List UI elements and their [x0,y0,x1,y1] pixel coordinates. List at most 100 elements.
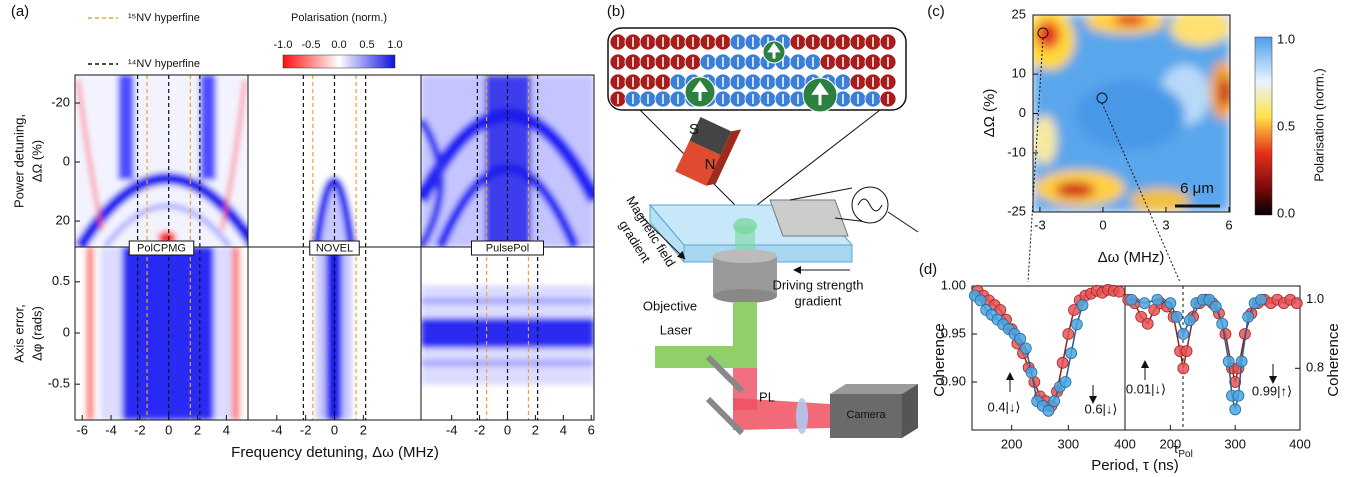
setup-diagram-part [747,109,881,213]
setup-diagram-part [705,354,745,394]
x-tick-label: -4 [105,422,117,437]
y-tick-label: 0.8 [1306,360,1324,375]
legend-label: ¹⁵NV hyperfine [128,12,200,24]
colorbar-title: Polarisation (norm.) [1311,68,1326,181]
data-point [1042,404,1055,417]
panel-label: (a) [11,3,29,20]
polarisation-map [1006,15,1277,430]
data-point [1216,317,1229,330]
setup-diagram-part [655,346,745,368]
magnet-pole: S [689,121,699,138]
polarisation-map-part [1254,36,1273,216]
data-point [1025,366,1038,379]
y-tick-label: 0.90 [941,373,966,388]
setup-diagram-part [609,33,897,113]
x-tick-label: -4 [271,422,283,437]
x-tick-label: 2 [194,422,201,437]
data-point [1062,328,1075,340]
y-tick-label: 0 [1019,105,1026,120]
data-point [1164,297,1177,310]
x-tick-label: 0 [1099,217,1106,232]
y-axis-label: Power detuning, [11,114,26,208]
panel-label: (d) [919,261,937,278]
heatmap-a-part-part-part [103,203,232,247]
data-point [974,294,987,307]
x-tick-label: 300 [1224,436,1246,451]
legend-label: ¹⁴NV hyperfine [128,58,200,70]
setup-diagram-part [675,117,742,186]
data-point [1177,328,1190,340]
data-point [1151,293,1164,306]
setup-diagram-part [830,394,902,438]
x-tick-label: -4 [446,422,458,437]
x-tick-label: 2 [360,422,367,437]
data-point [1056,356,1069,369]
y-axis-label: ΔΩ (%) [981,89,998,138]
x-tick-label: 200 [1160,436,1182,451]
x-tick-label: 400 [1114,436,1136,451]
y-tick-label: -25 [1007,203,1026,218]
y-axis-label: Δφ (rads) [29,306,44,361]
data-point [1138,297,1151,310]
y-tick-label: 0 [63,153,70,168]
x-tick-label: -2 [474,422,486,437]
heatmap-a-part-part-part [118,75,134,180]
data-point [1141,317,1154,330]
heatmap-a-part-part-part [76,79,104,231]
data-point [1183,314,1196,327]
heatmap-a-part-part-part [220,79,247,231]
polarisation-map-part-part [1033,15,1230,212]
data-point [1290,297,1303,310]
diagram-label: Objective [643,298,697,313]
scale-bar-label: 6 μm [1180,180,1214,197]
nv-arrow [811,82,829,106]
annotation: 0.4|↓⟩ [987,399,1020,414]
x-tick-label: 200 [1001,436,1023,451]
setup-diagram-part-part [675,140,721,186]
setup-diagram-part [733,398,830,430]
colorbar-tick: 0.5 [359,39,374,51]
setup-diagram-part [705,396,745,436]
heatmap-a-part-part-part [75,172,248,247]
setup-diagram-part [713,289,777,303]
panel-label: (b) [607,3,625,20]
annotation-symbol: τ [1173,441,1179,456]
y-tick-label: 10 [1012,66,1026,81]
data-point [1242,310,1255,323]
annotation: 0.6|↓⟩ [1084,401,1117,416]
x-tick-label: 6 [588,422,595,437]
polarisation-map-part-part-part [1219,78,1230,106]
y-tick-label: 1.0 [1306,291,1324,306]
panel-label: (c) [927,3,945,20]
data-point [1232,389,1245,402]
column-label: PulsePol [486,242,529,254]
polarisation-map-part-part-part [1055,182,1095,198]
data-point [1209,300,1222,313]
colorbar-tick: 0.0 [331,39,346,51]
column-label: PolCPMG [137,242,186,254]
annotation: τPol [1173,441,1193,459]
y-tick-label: 20 [56,212,70,227]
data-point [1255,293,1268,306]
data-point [1076,299,1089,312]
colorbar-tick: -1.0 [274,39,293,51]
diagram-label: PL [759,389,775,404]
y-axis-label: Coherence [1325,323,1342,396]
x-axis-label: Frequency detuning, Δω (MHz) [231,444,439,461]
column-label-box [309,240,360,256]
column-label-box [128,240,195,256]
setup-diagram-part-part [689,117,732,155]
data-point [1019,342,1032,355]
heatmap-a-part-part [75,247,248,420]
x-tick-label: 4 [223,422,230,437]
y-axis-label: Coherence [931,323,948,396]
setup-diagram-part [887,211,919,233]
setup-diagram-part [902,384,918,438]
annotation-subscript: Pol [1178,449,1192,460]
y-tick-label: -10 [1007,144,1026,159]
polarisation-map-part-part-part [1033,115,1057,165]
data-point [1113,285,1126,298]
data-point [1125,293,1138,306]
annotation: 0.01|↓⟩ [1126,381,1166,396]
